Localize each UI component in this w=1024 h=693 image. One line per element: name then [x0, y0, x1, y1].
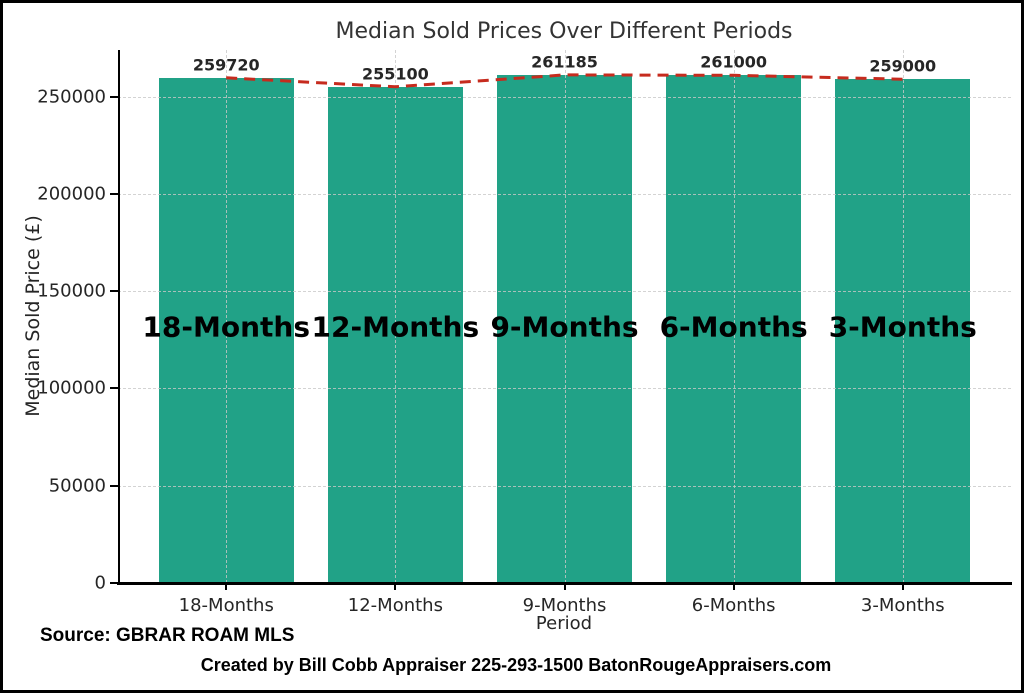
credit-note: Created by Bill Cobb Appraiser 225-293-1… [200, 655, 832, 675]
bar-value-label: 259720 [192, 55, 260, 75]
x-tick-mark [225, 583, 228, 590]
y-tick-mark [110, 192, 118, 195]
x-tick-mark [394, 583, 397, 590]
y-tick-label: 150000 [37, 280, 106, 302]
bar-value-label: 261185 [531, 52, 598, 72]
grid-line-vertical [733, 50, 735, 583]
x-tick-mark [732, 583, 735, 590]
bar [158, 77, 294, 583]
y-tick-label: 100000 [37, 377, 106, 399]
bar [835, 79, 971, 583]
overlay-period-label: 6-Months [659, 310, 808, 344]
x-axis-label: Period [535, 613, 593, 634]
grid-line-vertical [226, 50, 228, 583]
x-tick-label: 18-Months [178, 595, 274, 616]
y-tick-mark [110, 387, 118, 390]
y-tick-label: 50000 [48, 475, 106, 497]
grid-line-horizontal [118, 193, 1011, 195]
bar [496, 74, 633, 583]
grid-line-vertical [902, 50, 904, 583]
y-axis-spine [118, 50, 120, 583]
y-tick-label: 250000 [37, 86, 106, 108]
grid-line-horizontal [118, 388, 1011, 390]
x-tick-label: 6-Months [691, 595, 776, 616]
x-tick-label: 3-Months [860, 595, 945, 616]
bar [665, 75, 802, 583]
y-tick-label: 0 [94, 572, 106, 594]
overlay-period-label: 3-Months [828, 310, 977, 344]
y-tick-label: 200000 [37, 183, 106, 205]
trend-line [226, 73, 903, 89]
grid-line-horizontal [118, 96, 1011, 98]
x-tick-mark [563, 583, 566, 590]
overlay-period-label: 9-Months [490, 310, 639, 344]
bar-value-label: 255100 [361, 64, 429, 84]
y-tick-mark [110, 290, 118, 293]
x-tick-label: 9-Months [522, 595, 607, 616]
bar-value-label: 261000 [700, 52, 768, 72]
x-tick-label: 12-Months [347, 595, 443, 616]
grid-line-vertical [395, 50, 397, 583]
y-tick-mark [110, 582, 118, 584]
grid-line-horizontal [118, 485, 1011, 487]
grid-line-vertical [564, 50, 566, 583]
bar-value-label: 259000 [869, 56, 937, 76]
grid-line-horizontal [118, 291, 1011, 293]
source-note: Source: GBRAR ROAM MLS [40, 625, 295, 646]
x-tick-mark [901, 583, 904, 590]
overlay-period-label: 18-Months [142, 310, 311, 344]
x-axis-spine [117, 582, 1012, 585]
y-tick-mark [110, 95, 118, 98]
plot-area: 0 50000 100000 150000 200000 250000 18-Months 1… [37, 50, 1012, 616]
chart-title: Median Sold Prices Over Different Period… [335, 19, 793, 44]
overlay-period-label: 12-Months [311, 310, 480, 344]
y-tick-mark [110, 484, 118, 487]
